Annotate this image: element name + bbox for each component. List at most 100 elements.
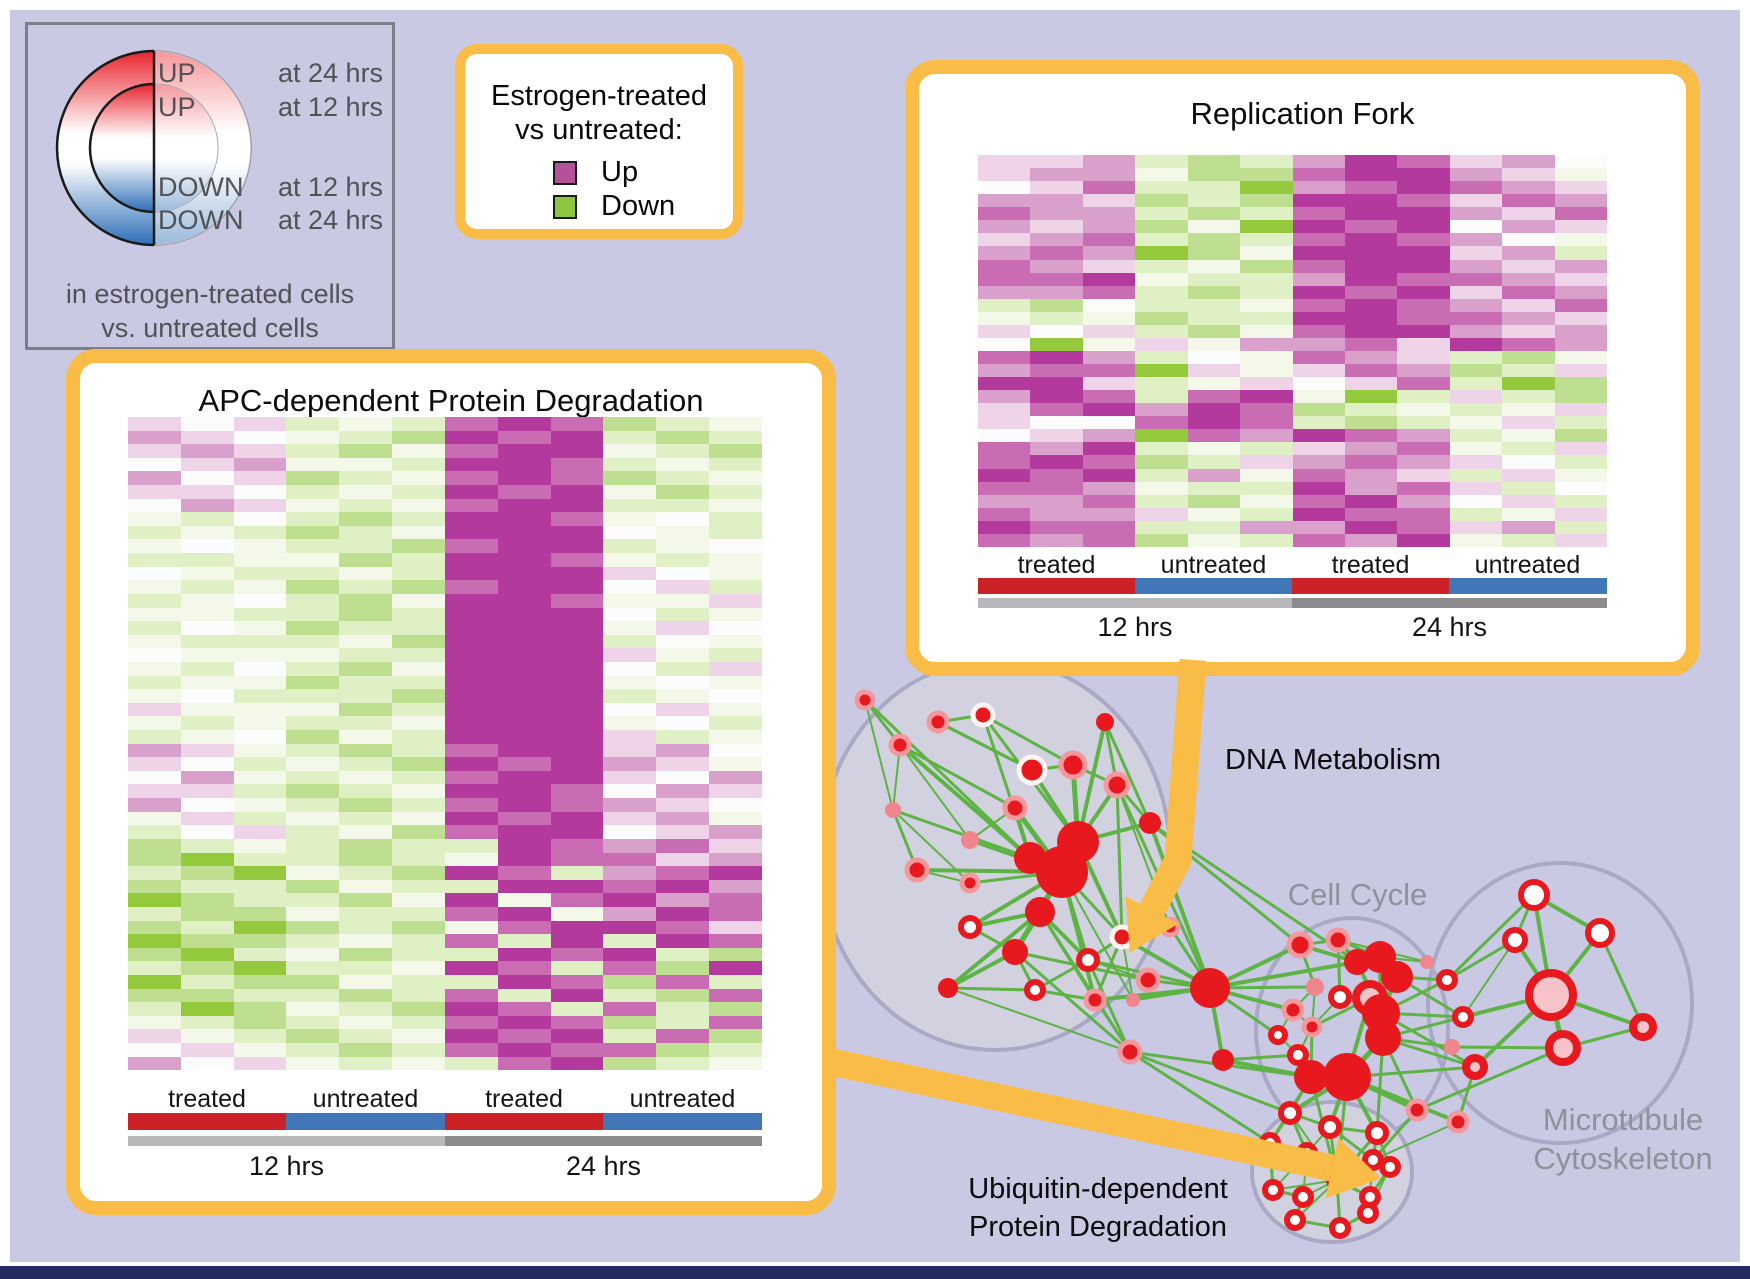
apc-heatmap-cell bbox=[233, 784, 287, 799]
apc-heatmap-cell bbox=[392, 988, 445, 1003]
apc-heatmap-cell bbox=[392, 607, 445, 622]
rf-heatmap-cell bbox=[1030, 337, 1083, 351]
apc-heatmap-cell bbox=[709, 661, 762, 676]
rf-heatmap-cell bbox=[1082, 285, 1136, 299]
ubiquitin-degradation-label: Ubiquitin-dependent Protein Degradation bbox=[928, 1170, 1268, 1246]
apc-heatmap-cell bbox=[339, 838, 393, 853]
microtubule-label-line2: Cytoskeleton bbox=[1533, 1141, 1713, 1176]
apc-heatmap-row bbox=[128, 906, 762, 921]
apc-heatmap-cell bbox=[709, 825, 762, 839]
apc-heatmap-row bbox=[128, 661, 762, 676]
apc-heatmap-cell bbox=[497, 770, 551, 785]
apc-heatmap-cell bbox=[550, 444, 604, 458]
apc-heatmap-cell bbox=[497, 1015, 551, 1030]
apc-heatmap-cell bbox=[550, 661, 604, 676]
rf-heatmap-cell bbox=[1554, 350, 1608, 364]
apc-heatmap-cell bbox=[603, 457, 657, 472]
apc-heatmap-cell bbox=[709, 730, 762, 744]
apc-heatmap-cell bbox=[656, 648, 710, 662]
rf-heatmap-cell bbox=[1240, 324, 1293, 338]
rf-heatmap-cell bbox=[1449, 364, 1503, 378]
apc-heatmap-cell bbox=[128, 893, 181, 907]
apc-heatmap-cell bbox=[550, 539, 604, 554]
rf-heatmap-cell bbox=[1030, 364, 1083, 378]
apc-heatmap-cell bbox=[339, 920, 393, 935]
apc-heatmap-cell bbox=[233, 920, 287, 935]
rf-heatmap-row bbox=[978, 468, 1608, 482]
apc-heatmap-cell bbox=[497, 961, 551, 975]
replication-fork-title: Replication Fork bbox=[1190, 96, 1415, 131]
rf-heatmap-cell bbox=[1082, 220, 1136, 234]
microtubule-cytoskeleton-label: Microtubule Cytoskeleton bbox=[1498, 1100, 1748, 1178]
apc-heatmap-cell bbox=[444, 593, 498, 608]
rf-heatmap-cell bbox=[1344, 181, 1398, 195]
apc-heatmap-cell bbox=[339, 1002, 393, 1016]
rf-heatmap-cell bbox=[1082, 337, 1136, 351]
rf-heatmap-cell bbox=[1502, 259, 1555, 273]
rf-heatmap-cell bbox=[1292, 233, 1345, 247]
apc-heatmap-cell bbox=[550, 566, 604, 581]
circle-legend-word: UP bbox=[158, 92, 196, 122]
apc-heatmap-cell bbox=[709, 893, 762, 907]
apc-heatmap-cell bbox=[339, 471, 393, 486]
rf-heatmap-cell bbox=[1449, 494, 1503, 508]
rf-heatmap-cell bbox=[1187, 155, 1241, 169]
rf-heatmap-cell bbox=[1240, 403, 1293, 417]
rf-heatmap-cell bbox=[1187, 494, 1241, 508]
apc-heatmap-cell bbox=[339, 716, 393, 731]
rf-heatmap-row bbox=[978, 455, 1608, 469]
apc-heatmap-cell bbox=[444, 457, 498, 472]
rf-heatmap-cell bbox=[1502, 468, 1555, 482]
apc-heatmap-cell bbox=[603, 430, 657, 445]
apc-heatmap-cell bbox=[603, 893, 657, 907]
circle-gradient-legend: UP at 24 hrs UP at 12 hrs DOWN at 12 hrs… bbox=[25, 22, 395, 350]
rf-heatmap-cell bbox=[1030, 272, 1083, 286]
rf-heatmap-row bbox=[978, 272, 1608, 286]
rf-24hrs-label: 24 hrs bbox=[1411, 612, 1488, 642]
apc-heatmap-cell bbox=[444, 471, 498, 486]
apc-heatmap-cell bbox=[603, 730, 657, 744]
rf-group-label-4: untreated bbox=[1474, 551, 1581, 579]
apc-heatmap-cell bbox=[603, 539, 657, 554]
rf-heatmap-cell bbox=[978, 298, 1031, 312]
rf-heatmap-cell bbox=[1502, 324, 1555, 338]
apc-heatmap-cell bbox=[709, 485, 762, 499]
apc-heatmap-cell bbox=[550, 675, 604, 690]
apc-heatmap-cell bbox=[497, 1029, 551, 1044]
apc-heatmap-row bbox=[128, 1056, 762, 1071]
apc-heatmap-cell bbox=[180, 893, 234, 907]
apc-heatmap-cell bbox=[392, 648, 445, 662]
apc-heatmap-row bbox=[128, 566, 762, 581]
rf-heatmap-cell bbox=[1292, 259, 1345, 273]
apc-heatmap-cell bbox=[233, 1043, 287, 1057]
rf-heatmap-cell bbox=[1397, 350, 1450, 364]
apc-treated-bar-2 bbox=[445, 1113, 603, 1130]
apc-heatmap-cell bbox=[180, 1015, 234, 1030]
up-label: Up bbox=[601, 156, 639, 188]
rf-heatmap-cell bbox=[1135, 403, 1188, 417]
apc-heatmap-cell bbox=[603, 988, 657, 1003]
rf-heatmap-cell bbox=[1449, 207, 1503, 221]
rf-heatmap-cell bbox=[1187, 442, 1241, 456]
apc-heatmap-row bbox=[128, 879, 762, 894]
apc-heatmap-cell bbox=[444, 743, 498, 758]
rf-heatmap-cell bbox=[1554, 416, 1608, 430]
rf-heatmap-cell bbox=[1187, 416, 1241, 430]
rf-heatmap-cell bbox=[1397, 468, 1450, 482]
apc-heatmap-cell bbox=[444, 621, 498, 635]
apc-heatmap-cell bbox=[180, 866, 234, 880]
apc-heatmap-cell bbox=[709, 553, 762, 567]
apc-heatmap-cell bbox=[339, 893, 393, 907]
rf-12hrs-label: 12 hrs bbox=[1097, 612, 1173, 642]
apc-heatmap-cell bbox=[709, 947, 762, 962]
rf-heatmap-cell bbox=[1030, 194, 1083, 208]
apc-heatmap-cell bbox=[392, 852, 445, 867]
apc-heatmap-cell bbox=[497, 457, 551, 472]
apc-heatmap-cell bbox=[339, 593, 393, 608]
apc-heatmap-cell bbox=[550, 974, 604, 989]
apc-heatmap-cell bbox=[286, 485, 340, 499]
apc-heatmap-cell bbox=[180, 444, 234, 458]
rf-heatmap-row bbox=[978, 442, 1608, 456]
network-node bbox=[1139, 812, 1161, 834]
network-node bbox=[1259, 1132, 1281, 1154]
